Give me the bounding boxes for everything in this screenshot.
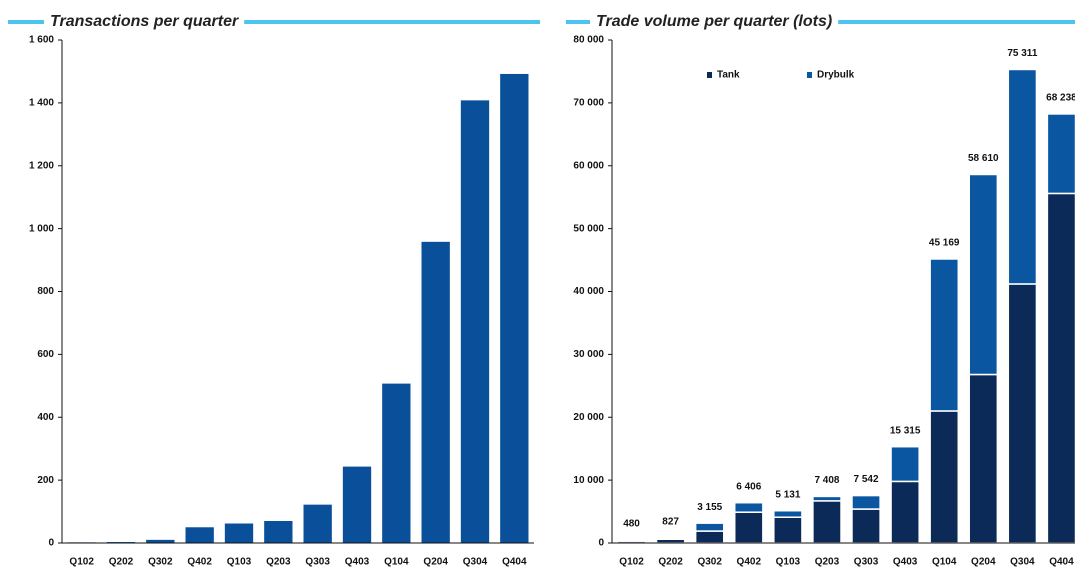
bar-segment	[968, 373, 999, 544]
y-tick-label: 20 000	[573, 412, 604, 423]
bar	[224, 523, 254, 543]
bar-segment	[812, 495, 842, 502]
x-tick-label: Q104	[932, 557, 957, 568]
x-tick-label: Q404	[1049, 557, 1074, 568]
total-label: 7 542	[854, 474, 879, 485]
x-tick-label: Q102	[619, 557, 644, 568]
y-tick-label: 600	[37, 349, 54, 360]
bar-segment	[890, 480, 920, 544]
bar	[185, 527, 214, 543]
y-tick-label: 200	[37, 475, 54, 486]
x-tick-label: Q203	[815, 557, 840, 568]
total-label: 5 131	[775, 489, 800, 500]
x-tick-label: Q404	[502, 557, 527, 568]
x-tick-label: Q104	[384, 557, 409, 568]
total-label: 6 406	[736, 481, 761, 492]
x-tick-label: Q204	[971, 557, 996, 568]
x-tick-label: Q302	[148, 557, 173, 568]
y-tick-label: 80 000	[573, 35, 604, 46]
chart-panel: Transactions per quarter 0 200 400 600 800 1 0…	[8, 12, 540, 568]
legend-label: Tank	[717, 70, 740, 81]
bar-segment	[929, 410, 960, 544]
bar-segment	[890, 445, 920, 483]
bar-segment	[1046, 113, 1075, 195]
y-tick-label: 0	[598, 538, 604, 549]
total-label: 68 238	[1046, 93, 1075, 104]
bar-segment	[773, 509, 803, 518]
x-tick-label: Q303	[305, 557, 330, 568]
y-tick-label: 1 600	[29, 35, 54, 46]
bar-segment	[851, 494, 881, 510]
bar	[146, 539, 175, 543]
y-tick-label: 70 000	[573, 98, 604, 109]
y-tick-label: 1 200	[29, 160, 54, 171]
x-tick-label: Q304	[1010, 557, 1035, 568]
y-tick-label: 1 000	[29, 223, 54, 234]
bar	[342, 466, 372, 543]
x-tick-label: Q403	[893, 557, 918, 568]
title-gap	[44, 12, 245, 32]
y-tick-label: 800	[37, 286, 54, 297]
y-tick-label: 1 400	[29, 98, 54, 109]
total-label: 480	[623, 519, 640, 530]
total-label: 3 155	[697, 502, 722, 513]
bar-segment	[655, 537, 686, 540]
bar-segment	[968, 173, 999, 376]
legend-label: Drybulk	[817, 70, 855, 81]
x-tick-label: Q403	[345, 557, 370, 568]
y-tick-label: 30 000	[573, 349, 604, 360]
total-label: 15 315	[890, 425, 921, 436]
bar	[303, 504, 332, 543]
x-tick-label: Q204	[423, 557, 448, 568]
chart-title: Transactions per quarter	[50, 13, 239, 30]
x-tick-label: Q103	[227, 557, 252, 568]
y-tick-label: 40 000	[573, 286, 604, 297]
x-tick-label: Q303	[854, 557, 879, 568]
y-tick-label: 10 000	[573, 475, 604, 486]
bar-segment	[773, 516, 803, 544]
x-tick-label: Q402	[737, 557, 762, 568]
bar-segment	[694, 530, 725, 544]
x-tick-label: Q203	[266, 557, 291, 568]
total-label: 58 610	[968, 153, 999, 164]
x-tick-label: Q304	[463, 557, 488, 568]
x-tick-label: Q302	[697, 557, 722, 568]
bar	[421, 241, 450, 544]
chart-panel: Trade volume per quarter (lots) 0 10 000 20…	[566, 12, 1075, 568]
legend-swatch	[807, 72, 812, 78]
x-tick-label: Q103	[776, 557, 801, 568]
y-tick-label: 0	[48, 538, 54, 549]
bar	[500, 73, 529, 543]
bar	[382, 383, 411, 543]
bar-segment	[616, 539, 647, 542]
chart-title: Trade volume per quarter (lots)	[596, 13, 832, 30]
bar	[460, 100, 490, 544]
bar-segment	[851, 508, 881, 544]
total-label: 45 169	[929, 238, 960, 249]
bar-segment	[733, 501, 764, 513]
bar-segment	[1007, 68, 1038, 285]
bar-segment	[812, 500, 842, 544]
bar-segment	[1046, 192, 1075, 544]
y-tick-label: 50 000	[573, 223, 604, 234]
x-tick-label: Q102	[69, 557, 94, 568]
bar-segment	[694, 522, 725, 532]
x-tick-label: Q202	[109, 557, 134, 568]
title-gap	[590, 12, 839, 32]
y-tick-label: 60 000	[573, 160, 604, 171]
bar-segment	[733, 511, 764, 544]
total-label: 827	[662, 516, 679, 527]
x-tick-label: Q402	[187, 557, 212, 568]
total-label: 75 311	[1007, 48, 1037, 59]
bar-segment	[929, 258, 960, 412]
total-label: 7 408	[814, 475, 839, 486]
x-tick-label: Q202	[658, 557, 683, 568]
bar-segment	[1007, 283, 1038, 544]
bar	[264, 520, 293, 543]
legend-swatch	[707, 72, 712, 78]
y-tick-label: 400	[37, 412, 54, 423]
